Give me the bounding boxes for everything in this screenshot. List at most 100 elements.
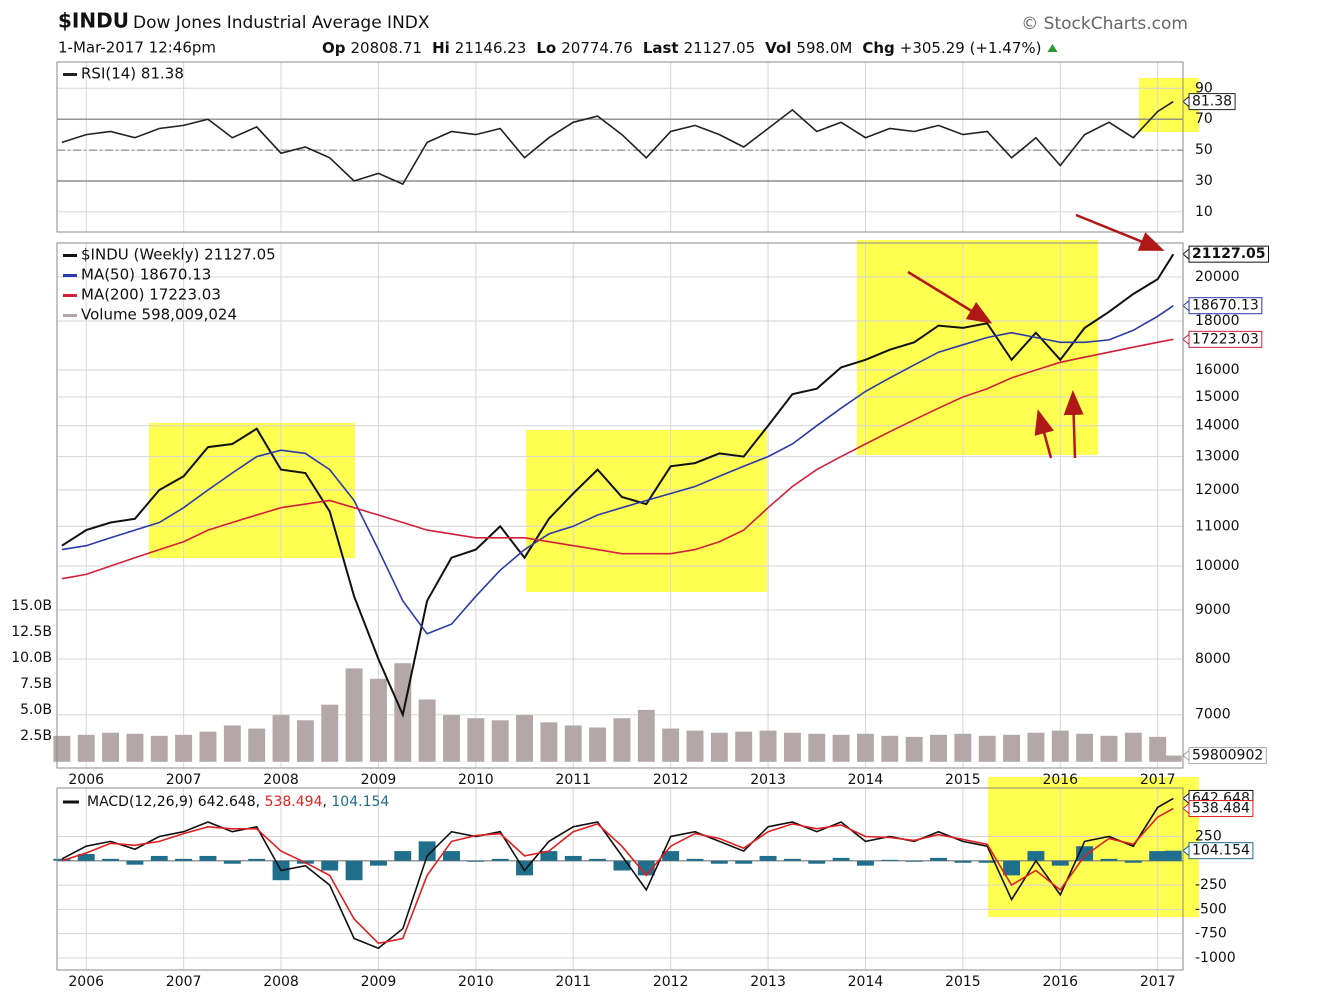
bar <box>1003 734 1021 762</box>
series-line <box>61 807 1174 945</box>
arrow <box>907 270 993 324</box>
bar <box>345 860 363 881</box>
bar <box>467 860 485 862</box>
bar <box>1164 755 1182 762</box>
y2-tick-label: 10.0B <box>11 650 52 666</box>
x-tick-label: 2008 <box>263 974 299 990</box>
y-tick-label: 90 <box>1195 80 1213 96</box>
arrow <box>1034 409 1054 459</box>
y2-tick-label: 15.0B <box>11 598 52 614</box>
quote-label: Chg <box>862 39 894 57</box>
bar <box>223 860 241 864</box>
bar <box>759 730 777 762</box>
panel-frame <box>56 61 1184 233</box>
x-tick-label: 2009 <box>361 772 397 788</box>
bar <box>491 858 509 861</box>
value-tag-pointer <box>1182 802 1190 815</box>
bar <box>540 722 558 762</box>
bar <box>102 732 120 762</box>
series-line <box>61 338 1174 580</box>
legend-entry: RSI(14) 81.38 <box>81 65 184 83</box>
bar <box>905 736 923 762</box>
legend-swatch <box>63 294 77 297</box>
value-tag-pointer <box>1182 792 1190 805</box>
bar <box>1149 851 1167 861</box>
bar <box>589 727 607 762</box>
quote-value: 20808.71 <box>351 39 423 57</box>
bar <box>418 699 436 762</box>
y-tick-label: -250 <box>1195 877 1227 893</box>
bar <box>808 733 826 762</box>
bar <box>710 860 728 864</box>
bar <box>443 715 460 762</box>
bar <box>978 860 996 863</box>
y-tick-label: 16000 <box>1195 362 1240 378</box>
bar <box>540 851 558 861</box>
y-tick-label: 12000 <box>1195 482 1240 498</box>
bar <box>491 720 509 762</box>
x-tick-label: 2013 <box>750 974 786 990</box>
quote-value: 21146.23 <box>455 39 527 57</box>
value-tag-label: 17223.03 <box>1192 331 1259 347</box>
quote-value: 598.0M <box>796 39 852 57</box>
value-tag-pointer <box>1182 248 1190 261</box>
y2-tick-label: 12.5B <box>11 624 52 640</box>
y-tick-label: 11000 <box>1195 518 1240 534</box>
value-tag-label: 21127.05 <box>1192 246 1266 262</box>
bar <box>102 858 120 861</box>
bar <box>1027 851 1045 861</box>
bar <box>905 860 923 862</box>
date: 1-Mar-2017 12:46pm <box>58 39 216 57</box>
legend-swatch <box>63 254 77 257</box>
bar <box>735 731 753 762</box>
value-tag: 17223.03 <box>1182 330 1263 348</box>
quote-value: 20774.76 <box>561 39 633 57</box>
bar <box>321 860 339 871</box>
x-tick-label: 2011 <box>555 772 591 788</box>
legend-separator: , <box>256 794 265 810</box>
legend-swatch <box>63 274 77 277</box>
legend-entry: 538.494 <box>265 794 323 810</box>
bar <box>467 718 485 762</box>
bar <box>857 860 874 866</box>
quote-value: +305.29 (+1.47%) <box>900 39 1042 57</box>
legend-entry: MACD(12,26,9) 642.648 <box>87 794 256 810</box>
bar <box>345 668 363 762</box>
legend-entry: $INDU (Weekly) 21127.05 <box>81 246 276 264</box>
quote-label: Hi <box>432 39 450 57</box>
bar <box>662 851 680 861</box>
bar <box>272 715 290 762</box>
x-tick-label: 2009 <box>361 974 397 990</box>
x-tick-label: 2013 <box>750 772 786 788</box>
value-tag: 104.154 <box>1182 842 1254 860</box>
y-tick-label: -500 <box>1195 901 1227 917</box>
bar <box>199 855 217 861</box>
series-line <box>61 305 1174 635</box>
bar <box>150 735 168 762</box>
y-tick-label: 30 <box>1195 173 1213 189</box>
x-tick-label: 2014 <box>848 772 884 788</box>
bar <box>248 858 266 861</box>
y-tick-label: -1000 <box>1195 950 1236 966</box>
bar <box>369 678 387 762</box>
bar <box>1051 860 1069 866</box>
bar <box>53 858 71 861</box>
x-tick-label: 2010 <box>458 974 494 990</box>
bar <box>613 860 631 871</box>
bar <box>857 733 874 762</box>
bar <box>321 704 339 762</box>
value-tag: 18670.13 <box>1182 297 1263 315</box>
y-tick-label: 9000 <box>1195 602 1231 618</box>
value-tag: 81.38 <box>1182 93 1236 111</box>
value-tag-label: 81.38 <box>1192 94 1232 110</box>
annotation-arrows <box>907 213 1165 459</box>
bar <box>1124 860 1142 863</box>
arrow <box>1063 390 1084 459</box>
legend-entry: Volume 598,009,024 <box>81 306 237 324</box>
bar <box>564 855 582 861</box>
panel-frame <box>56 242 1184 769</box>
legend: MACD(12,26,9) 642.648, 538.494, 104.154 <box>87 794 389 810</box>
x-tick-label: 2015 <box>945 974 981 990</box>
bar <box>930 734 947 762</box>
